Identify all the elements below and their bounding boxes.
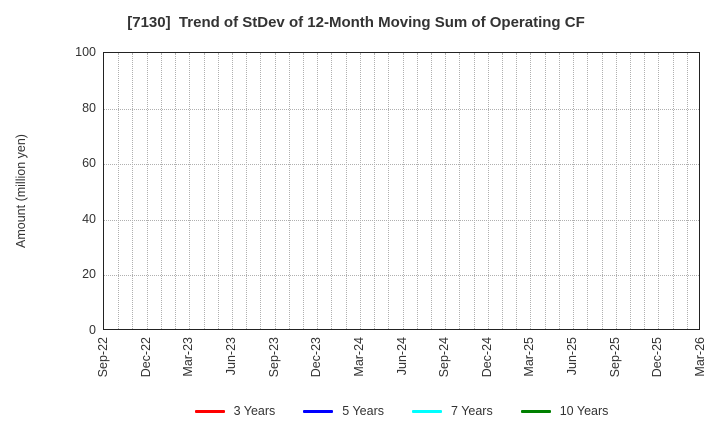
x-tick-label: Dec-24 [479, 337, 494, 378]
vertical-gridline [246, 53, 248, 329]
x-tick-label: Mar-26 [693, 337, 707, 377]
y-tick-label: 80 [82, 100, 96, 115]
legend-label: 10 Years [559, 404, 609, 418]
vertical-gridline [374, 53, 376, 329]
vertical-gridline [672, 53, 674, 329]
x-tick-label: Dec-25 [650, 337, 665, 378]
vertical-gridline [189, 53, 191, 329]
vertical-gridline [160, 53, 162, 329]
horizontal-gridline [104, 108, 699, 110]
horizontal-gridline [104, 275, 699, 277]
vertical-gridline [658, 53, 660, 329]
vertical-gridline [530, 53, 532, 329]
x-tick-label: Jun-25 [565, 337, 580, 376]
vertical-gridline [118, 53, 120, 329]
vertical-gridline [601, 53, 603, 329]
vertical-gridline [359, 53, 361, 329]
x-tick-label: Dec-23 [309, 337, 324, 378]
legend: 3 Years 5 Years 7 Years 10 Years [103, 400, 700, 422]
vertical-gridline [686, 53, 688, 329]
vertical-gridline [516, 53, 518, 329]
y-tick-label: 60 [82, 156, 96, 171]
x-tick-label: Sep-25 [607, 337, 622, 378]
vertical-gridline [132, 53, 134, 329]
x-tick-label: Mar-25 [522, 337, 537, 377]
x-tick-label: Sep-23 [266, 337, 281, 378]
vertical-gridline [402, 53, 404, 329]
y-tick-label: 100 [75, 45, 96, 59]
x-tick-label: Mar-23 [181, 337, 196, 377]
vertical-gridline [544, 53, 546, 329]
legend-item: 3 Years [194, 404, 276, 418]
x-tick-label: Dec-22 [138, 337, 153, 378]
vertical-gridline [345, 53, 347, 329]
vertical-gridline [445, 53, 447, 329]
legend-line-swatch [303, 409, 334, 413]
chart-title: [7130] Trend of StDev of 12-Month Moving… [127, 14, 585, 31]
vertical-gridline [473, 53, 475, 329]
legend-item: 7 Years [412, 404, 493, 418]
x-tick-label: Jun-24 [394, 337, 409, 376]
y-tick-label: 40 [82, 211, 96, 226]
legend-line-swatch [520, 409, 551, 413]
vertical-gridline [487, 53, 489, 329]
vertical-gridline [175, 53, 177, 329]
vertical-gridline [416, 53, 418, 329]
horizontal-gridline [104, 164, 699, 166]
plot-area [103, 52, 700, 330]
x-tick-label: Jun-23 [223, 337, 238, 376]
y-axis-label: Amount (million yen) [14, 134, 28, 248]
vertical-gridline [288, 53, 290, 329]
vertical-gridline [217, 53, 219, 329]
vertical-gridline [615, 53, 617, 329]
y-tick-label: 0 [89, 323, 96, 337]
vertical-gridline [587, 53, 589, 329]
vertical-gridline [502, 53, 503, 329]
vertical-gridline [558, 53, 560, 329]
vertical-gridline [430, 53, 432, 329]
x-tick-label: Sep-24 [437, 337, 452, 378]
legend-item: 10 Years [520, 404, 609, 418]
legend-line-swatch [412, 409, 443, 413]
x-tick-label: Sep-22 [96, 337, 110, 378]
vertical-gridline [388, 53, 390, 329]
vertical-gridline [303, 53, 304, 329]
x-tick-label: Mar-24 [351, 337, 366, 377]
horizontal-gridline [104, 219, 699, 221]
legend-label: 5 Years [342, 404, 385, 418]
legend-line-swatch [194, 409, 225, 413]
vertical-gridline [146, 53, 148, 329]
legend-label: 3 Years [233, 404, 276, 418]
vertical-gridline [203, 53, 205, 329]
vertical-gridline [231, 53, 233, 329]
vertical-gridline [331, 53, 333, 329]
y-tick-label: 20 [82, 267, 96, 282]
vertical-gridline [629, 53, 631, 329]
vertical-gridline [260, 53, 262, 329]
vertical-gridline [573, 53, 575, 329]
legend-label: 7 Years [451, 404, 493, 418]
vertical-gridline [274, 53, 276, 329]
vertical-gridline [459, 53, 461, 329]
vertical-gridline [317, 53, 319, 329]
vertical-gridline [644, 53, 646, 329]
legend-item: 5 Years [303, 404, 384, 418]
